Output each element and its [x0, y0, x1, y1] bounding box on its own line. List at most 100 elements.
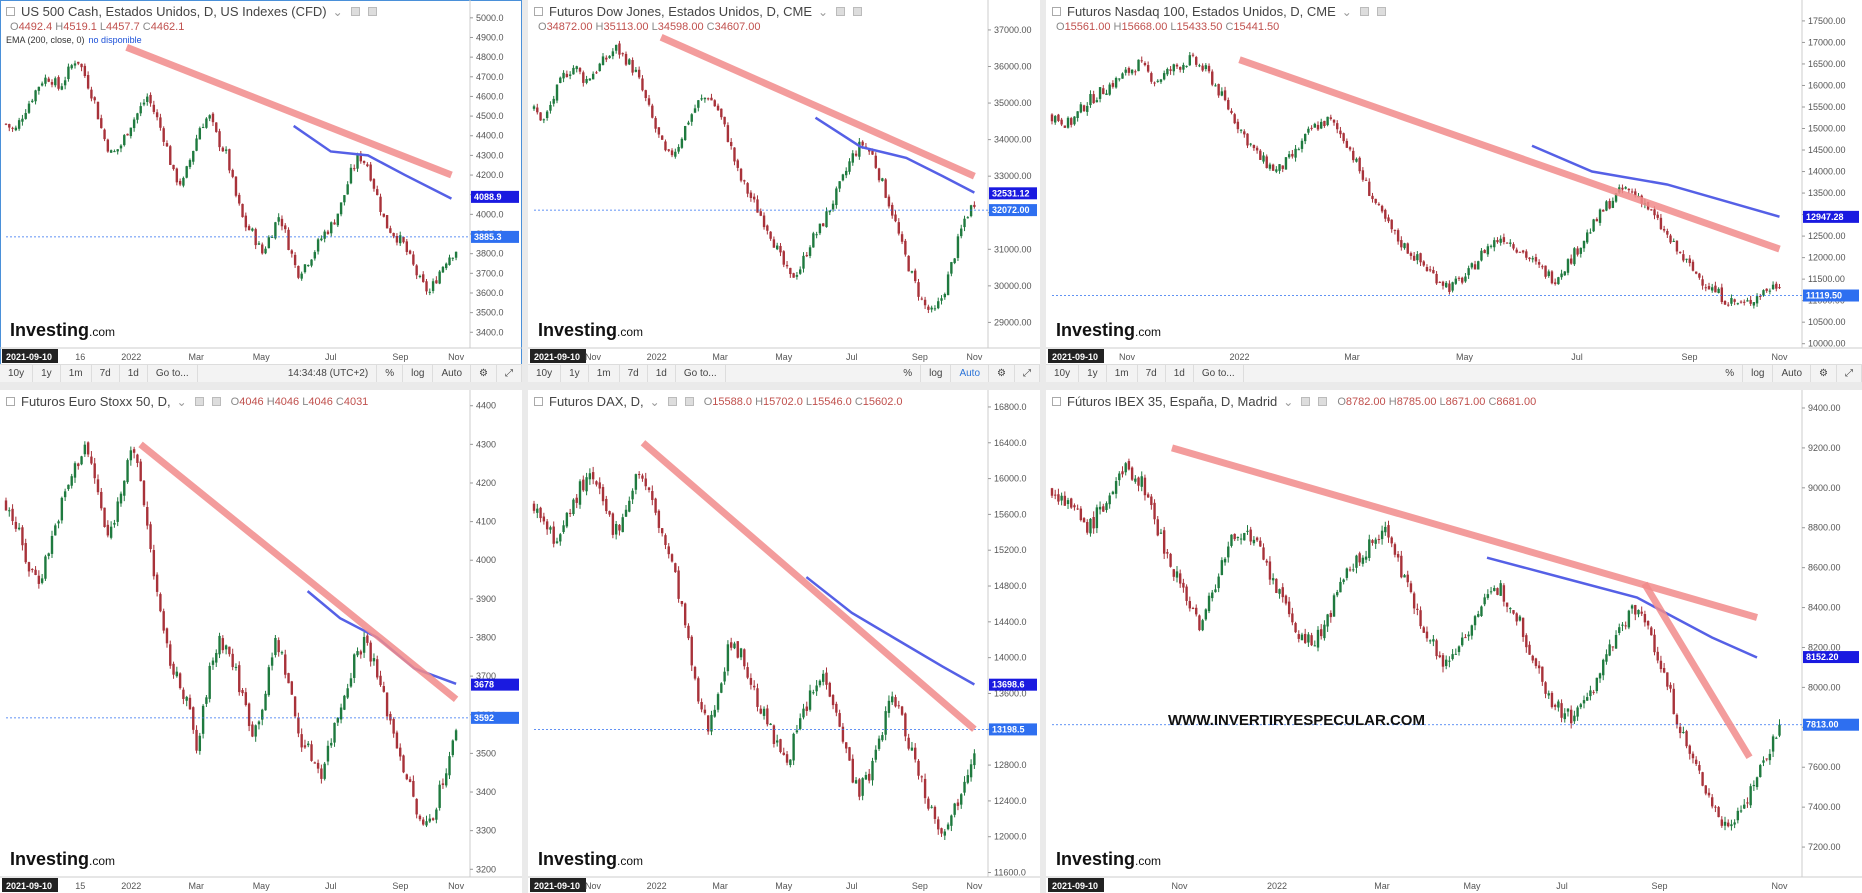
percent-toggle[interactable]: %: [895, 365, 922, 382]
percent-toggle[interactable]: %: [377, 365, 404, 382]
candle: [660, 527, 664, 537]
chart-svg[interactable]: 4400430042004100400039003800370036003500…: [0, 390, 522, 893]
settings-icon[interactable]: [350, 7, 360, 16]
chevron-down-icon[interactable]: ⌄: [1283, 394, 1294, 409]
close-icon[interactable]: [1376, 7, 1386, 16]
range-button[interactable]: 1d: [648, 365, 676, 382]
range-button[interactable]: 7d: [1138, 365, 1166, 382]
chart-panel-2[interactable]: 37000.00 36000.00 35000.00 34000.00 33000.00…: [528, 0, 1040, 382]
candle: [1419, 252, 1422, 267]
gear-icon[interactable]: ⚙: [471, 365, 497, 382]
range-button[interactable]: 7d: [620, 365, 648, 382]
trend-line-2[interactable]: [1641, 581, 1753, 760]
close-icon[interactable]: [1318, 397, 1328, 406]
chevron-down-icon[interactable]: ⌄: [176, 394, 187, 409]
chart-panel-4[interactable]: 4400430042004100400039003800370036003500…: [0, 390, 522, 893]
collapse-icon[interactable]: [6, 7, 15, 16]
settings-icon[interactable]: [667, 397, 677, 406]
chevron-down-icon[interactable]: ⌄: [818, 4, 829, 19]
candle: [1682, 726, 1685, 734]
auto-scale-toggle[interactable]: Auto: [951, 365, 990, 382]
last-price-tag-label: 13198.5: [992, 724, 1025, 734]
close-icon[interactable]: [367, 7, 377, 16]
trend-line[interactable]: [640, 440, 977, 732]
range-button[interactable]: 1d: [1166, 365, 1194, 382]
settings-icon[interactable]: [194, 397, 204, 406]
range-button[interactable]: 1y: [1079, 365, 1107, 382]
candle: [1586, 229, 1589, 245]
candle: [1355, 157, 1358, 163]
range-button[interactable]: 10y: [528, 365, 562, 382]
auto-scale-toggle[interactable]: Auto: [1773, 365, 1812, 382]
candle: [1079, 506, 1083, 522]
candle: [392, 232, 395, 239]
chart-panel-3[interactable]: 17500.00 17000.00 16500.00 16000.00 15500.00…: [1046, 0, 1862, 382]
collapse-icon[interactable]: [534, 7, 543, 16]
range-button[interactable]: Go to...: [1194, 365, 1244, 382]
chevron-down-icon[interactable]: ⌄: [649, 394, 660, 409]
gear-icon[interactable]: ⚙: [989, 365, 1015, 382]
log-toggle[interactable]: log: [1743, 365, 1774, 382]
fullscreen-icon[interactable]: ⤢: [1015, 365, 1040, 382]
y-tick-label: 9000.00: [1808, 483, 1841, 493]
candle: [215, 649, 218, 668]
chart-header: Futuros Nasdaq 100, Estados Unidos, D, C…: [1052, 4, 1386, 33]
close-icon[interactable]: [684, 397, 694, 406]
range-button[interactable]: 1y: [33, 365, 61, 382]
candle: [1198, 614, 1201, 632]
collapse-icon[interactable]: [1052, 397, 1061, 406]
settings-icon[interactable]: [1359, 7, 1369, 16]
candle: [1320, 118, 1323, 130]
range-button[interactable]: 7d: [92, 365, 120, 382]
range-button[interactable]: 1m: [1107, 365, 1138, 382]
log-toggle[interactable]: log: [921, 365, 952, 382]
fullscreen-icon[interactable]: ⤢: [497, 365, 522, 382]
log-toggle[interactable]: log: [403, 365, 434, 382]
trend-line[interactable]: [125, 44, 453, 179]
candle: [399, 231, 402, 246]
collapse-icon[interactable]: [6, 397, 15, 406]
settings-icon[interactable]: [1301, 397, 1311, 406]
candle: [789, 267, 792, 278]
ohlc-values: O15588.0 H15702.0 L15546.0 C15602.0: [703, 395, 903, 408]
collapse-icon[interactable]: [534, 397, 543, 406]
candle: [244, 687, 248, 707]
chart-panel-5[interactable]: 16800.0 16400.0 16000.0 15600.0 15200.0 14800…: [528, 390, 1040, 893]
chart-svg[interactable]: 9400.00 9200.00 9000.00 8800.00 8600.00 8400.…: [1046, 390, 1862, 893]
collapse-icon[interactable]: [1052, 7, 1061, 16]
range-button[interactable]: Go to...: [676, 365, 726, 382]
close-icon[interactable]: [211, 397, 221, 406]
chart-svg[interactable]: 17500.00 17000.00 16500.00 16000.00 15500.00…: [1046, 0, 1862, 382]
fullscreen-icon[interactable]: ⤢: [1837, 365, 1862, 382]
gear-icon[interactable]: ⚙: [1811, 365, 1837, 382]
range-button[interactable]: 10y: [1046, 365, 1080, 382]
candle: [438, 780, 441, 811]
chart-svg[interactable]: 37000.00 36000.00 35000.00 34000.00 33000.00…: [528, 0, 1040, 382]
candle: [792, 272, 795, 278]
investing-logo: Investing.com: [538, 320, 644, 340]
chevron-down-icon[interactable]: ⌄: [332, 4, 343, 19]
chart-svg[interactable]: 5000.0 4900.0 4800.0 4700.0 4600.0 4500.0 4400…: [0, 0, 522, 382]
range-button[interactable]: 1m: [61, 365, 92, 382]
close-icon[interactable]: [853, 7, 863, 16]
auto-scale-toggle[interactable]: Auto: [433, 365, 472, 382]
candle: [1502, 233, 1506, 245]
range-button[interactable]: 1y: [561, 365, 589, 382]
range-button[interactable]: 1m: [589, 365, 620, 382]
chart-panel-6[interactable]: 9400.00 9200.00 9000.00 8800.00 8600.00 8400.…: [1046, 390, 1862, 893]
percent-toggle[interactable]: %: [1717, 365, 1744, 382]
chevron-down-icon[interactable]: ⌄: [1341, 4, 1352, 19]
x-tick-label: Mar: [712, 352, 728, 362]
chart-svg[interactable]: 16800.0 16400.0 16000.0 15600.0 15200.0 14800…: [528, 390, 1040, 893]
range-button[interactable]: Go to...: [148, 365, 198, 382]
range-button[interactable]: 1d: [120, 365, 148, 382]
chart-panel-1[interactable]: 5000.0 4900.0 4800.0 4700.0 4600.0 4500.0 4400…: [0, 0, 522, 382]
investing-logo: Investing.com: [10, 320, 116, 340]
trend-line[interactable]: [1171, 444, 1758, 621]
trend-line[interactable]: [659, 34, 976, 180]
range-button[interactable]: 10y: [0, 365, 34, 382]
trend-line[interactable]: [1238, 56, 1781, 253]
settings-icon[interactable]: [836, 7, 846, 16]
trend-line[interactable]: [138, 441, 459, 703]
candle: [729, 138, 733, 150]
